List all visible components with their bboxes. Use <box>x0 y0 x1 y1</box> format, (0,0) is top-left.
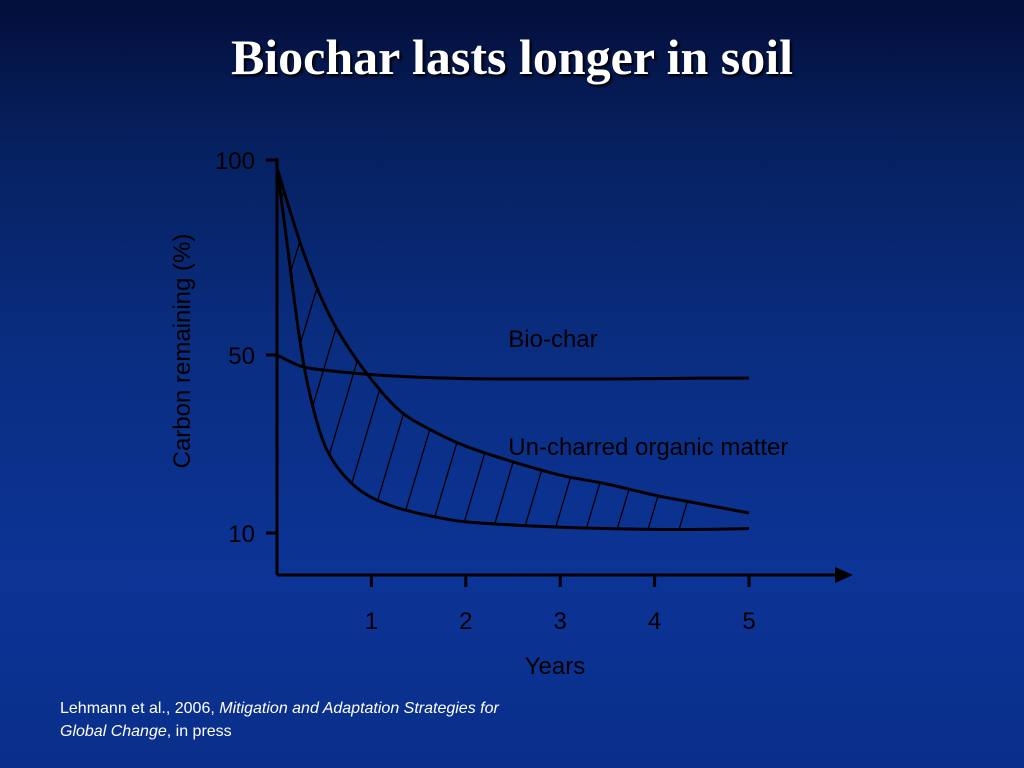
slide-title: Biochar lasts longer in soil <box>230 29 794 85</box>
citation-authors: Lehmann et al., 2006, <box>60 700 220 717</box>
hatch-line <box>446 167 576 530</box>
hatch-line <box>277 167 328 530</box>
hatch-line <box>663 167 749 530</box>
hatch-line <box>508 167 638 530</box>
hatch-line <box>384 167 514 530</box>
x-tick-label: 4 <box>648 608 661 635</box>
citation-suffix: , in press <box>166 723 232 740</box>
x-axis-arrowhead <box>835 567 853 583</box>
hatch-line <box>632 167 749 530</box>
citation-journal: Mitigation and Adaptation Strategies for… <box>60 700 499 740</box>
y-tick-label: 10 <box>228 521 255 548</box>
chart-axes <box>266 158 853 587</box>
hatch-line <box>277 167 390 530</box>
y-tick-label: 50 <box>228 343 255 370</box>
x-axis-label: Years <box>525 653 586 680</box>
citation: Lehmann et al., 2006, Mitigation and Ada… <box>60 697 520 743</box>
x-tick-label: 2 <box>459 608 472 635</box>
uncharred-upper-curve <box>275 167 750 515</box>
biochar-label: Bio-char <box>508 326 597 353</box>
hatch-line <box>601 167 731 530</box>
hatch-line <box>477 167 607 530</box>
chart-labels: 10 50 100 1 2 3 4 5 Years Carbon remaining (%) Bio… <box>169 148 788 680</box>
x-tick-label: 5 <box>742 608 755 635</box>
hatch-line <box>291 167 421 530</box>
biochar-curve <box>276 353 749 381</box>
y-axis-label: Carbon remaining (%) <box>169 234 196 469</box>
uncharred-label: Un-charred organic matter <box>508 434 788 461</box>
hatch-line <box>539 167 669 530</box>
hatch-line <box>570 167 700 530</box>
x-tick-label: 1 <box>365 608 378 635</box>
uncharred-lower-curve <box>275 167 750 532</box>
hatch-line <box>353 167 483 530</box>
y-tick-label: 100 <box>215 148 255 175</box>
chart-series <box>275 167 750 532</box>
x-tick-label: 3 <box>554 608 567 635</box>
